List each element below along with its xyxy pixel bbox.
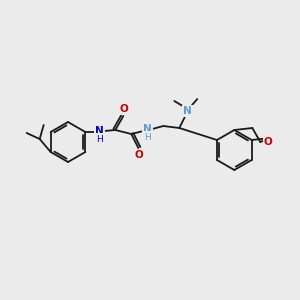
Text: O: O <box>135 150 144 160</box>
Text: N: N <box>95 126 104 136</box>
Text: N: N <box>183 106 192 116</box>
Text: O: O <box>120 104 129 114</box>
Text: N: N <box>143 124 152 134</box>
Text: O: O <box>264 137 273 147</box>
Text: H: H <box>144 133 151 142</box>
Text: H: H <box>96 134 103 143</box>
